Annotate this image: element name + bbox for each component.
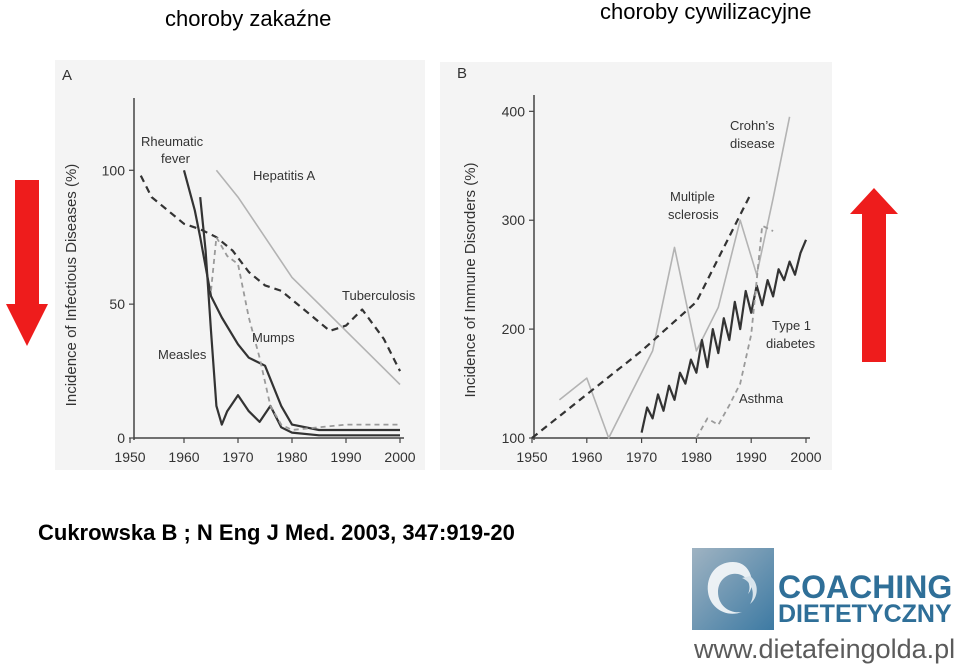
series-line-tuberculosis	[139, 175, 401, 372]
y-tick-label: 100	[502, 430, 526, 446]
series-label: Mumps	[252, 330, 295, 345]
series-line-rheumatic-fever	[182, 170, 400, 432]
x-tick-label: 1990	[330, 449, 361, 465]
panel-label: B	[457, 65, 467, 82]
x-tick-label: 2000	[384, 449, 415, 465]
series-line-mumps	[210, 236, 400, 431]
x-tick-label: 1990	[736, 449, 767, 465]
panel-label: A	[62, 67, 72, 84]
series-label: diabetes	[766, 336, 816, 351]
x-tick-label: 1980	[681, 449, 712, 465]
series-label: Type 1	[772, 318, 811, 333]
series-line-hepatitis-a	[215, 169, 401, 386]
series-label: fever	[161, 151, 191, 166]
series-label: Measles	[158, 347, 207, 362]
logo-brand-line2: DIETETYCZNY	[778, 600, 952, 628]
x-tick-label: 1950	[516, 449, 547, 465]
y-tick-label: 200	[502, 321, 526, 337]
logo-website-url: www.dietafeingolda.pl	[694, 634, 956, 664]
series-label: Rheumatic	[141, 134, 204, 149]
coaching-dietetyczny-logo: COACHING DIETETYCZNY www.dietafeingolda.…	[690, 548, 960, 665]
x-tick-label: 1960	[168, 449, 199, 465]
x-tick-label: 1980	[276, 449, 307, 465]
panel-b-background	[440, 62, 832, 470]
chart-panel-b: 1950 1960 1970 1980 1990 2000 100 200 300 400 Inci…	[457, 65, 822, 465]
series-label: Tuberculosis	[342, 288, 416, 303]
chart-panel-a: 1950 1960 1970 1980 1990 2000 0 50 100 Incidence …	[62, 67, 416, 465]
series-line-asthma	[695, 224, 774, 439]
y-tick-label: 300	[502, 212, 526, 228]
charts-canvas: 1950 1960 1970 1980 1990 2000 0 50 100 Incidence …	[62, 65, 822, 465]
series-line-crohn-s-disease	[558, 116, 791, 439]
arrow-up-icon	[850, 188, 898, 362]
y-axis-label: Incidence of Immune Disorders (%)	[462, 162, 479, 397]
series-label: Asthma	[739, 391, 784, 406]
x-tick-label: 1970	[626, 449, 657, 465]
y-tick-label: 50	[109, 296, 125, 312]
y-tick-label: 100	[102, 162, 126, 178]
x-tick-label: 1970	[222, 449, 253, 465]
series-label: sclerosis	[668, 207, 719, 222]
series-line-measles	[199, 196, 400, 437]
series-line-type-1-diabetes	[640, 239, 808, 433]
y-axis-label: Incidence of Infectious Diseases (%)	[63, 164, 80, 407]
x-tick-label: 2000	[790, 449, 821, 465]
left-header-title: choroby zakaźne	[165, 6, 332, 31]
citation: Cukrowska B ; N Eng J Med. 2003, 347:919…	[38, 520, 515, 545]
logo-swirl-icon	[692, 548, 774, 630]
right-header-title: choroby cywilizacyjne	[600, 0, 812, 24]
series-line-multiple-sclerosis	[531, 192, 753, 439]
series-label: disease	[730, 136, 775, 151]
series-label: Crohn’s	[730, 118, 775, 133]
panel-a-background	[55, 60, 425, 470]
x-tick-label: 1960	[571, 449, 602, 465]
series-label: Multiple	[670, 189, 715, 204]
y-tick-label: 400	[502, 103, 526, 119]
y-tick-label: 0	[117, 430, 125, 446]
arrow-down-icon	[6, 180, 48, 346]
x-tick-label: 1950	[114, 449, 145, 465]
series-label: Hepatitis A	[253, 168, 315, 183]
logo-brand-line1: COACHING	[778, 569, 953, 605]
